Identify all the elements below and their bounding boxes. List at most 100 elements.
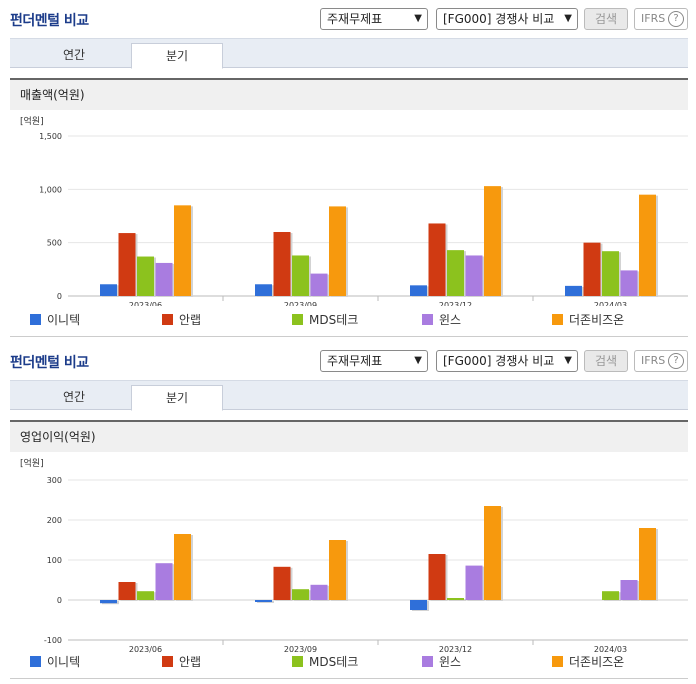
legend-label: 윈스 — [439, 655, 462, 669]
search-button[interactable]: 검색 — [584, 8, 628, 30]
legend-swatch — [422, 656, 433, 667]
bar-ahnlab[interactable] — [273, 232, 291, 296]
bar-douzone[interactable] — [174, 534, 191, 600]
y-tick-label: 500 — [47, 239, 62, 248]
bar-mdstech[interactable] — [447, 598, 464, 600]
legend-swatch — [162, 656, 173, 667]
bar-ahnlab[interactable] — [118, 582, 136, 600]
panel-title: 펀더멘털 비교 — [10, 13, 89, 29]
legend-item-ahnlab[interactable]: 안랩 — [162, 312, 201, 328]
chevron-down-icon: ▼ — [414, 355, 422, 366]
bar-wins[interactable] — [620, 270, 638, 296]
operating-income-bar-chart: [억원] -100 0 100 200 300 2023/06 2023/09 2023/12 2… — [20, 457, 688, 654]
bar-douzone[interactable] — [329, 206, 346, 296]
legend-label: 안랩 — [179, 655, 202, 669]
ifrs-toggle[interactable]: IFRS? — [634, 8, 688, 30]
legend-item-ahnlab[interactable]: 안랩 — [162, 654, 201, 670]
chevron-down-icon: ▼ — [564, 13, 572, 24]
company-select[interactable]: [FG000] 경쟁사 비교 ▼ — [436, 8, 578, 30]
ifrs-toggle[interactable]: IFRS? — [634, 350, 688, 372]
divider — [10, 336, 688, 337]
bar-mdstech[interactable] — [602, 591, 619, 600]
bar-initech[interactable] — [100, 284, 117, 296]
bar-mdstech[interactable] — [447, 250, 464, 296]
legend-item-douzone[interactable]: 더존비즈온 — [552, 312, 624, 328]
y-tick-label: -100 — [44, 636, 62, 645]
legend-swatch — [422, 314, 433, 325]
legend-item-mdstech[interactable]: MDS테크 — [292, 312, 358, 328]
legend-label: 더존비즈온 — [569, 313, 625, 327]
bar-mdstech[interactable] — [602, 251, 619, 296]
legend-item-mdstech[interactable]: MDS테크 — [292, 654, 358, 670]
bar-initech[interactable] — [410, 600, 427, 610]
legend-label: 이니텍 — [47, 313, 81, 327]
bar-mdstech[interactable] — [292, 255, 309, 296]
help-icon[interactable]: ? — [668, 353, 684, 369]
company-select[interactable]: [FG000] 경쟁사 비교 ▼ — [436, 350, 578, 372]
help-icon[interactable]: ? — [668, 11, 684, 27]
bar-mdstech[interactable] — [292, 589, 309, 600]
bar-initech[interactable] — [255, 284, 272, 296]
period-tabs: 연간 분기 — [10, 380, 688, 411]
period-tabs: 연간 분기 — [10, 38, 688, 69]
bar-ahnlab[interactable] — [428, 554, 446, 600]
fundamental-panel-sales: 펀더멘털 비교 주재무제표 ▼ [FG000] 경쟁사 비교 ▼ 검색 IFRS? … — [0, 0, 696, 337]
panel-header: 펀더멘털 비교 주재무제표 ▼ [FG000] 경쟁사 비교 ▼ 검색 IFRS? — [0, 0, 696, 36]
fundamental-panel-operating-income: 펀더멘털 비교 주재무제표 ▼ [FG000] 경쟁사 비교 ▼ 검색 IFRS? … — [0, 342, 696, 684]
bar-wins[interactable] — [155, 262, 173, 296]
panel-title: 펀더멘털 비교 — [10, 355, 89, 371]
statement-select[interactable]: 주재무제표 ▼ — [320, 350, 428, 372]
y-tick-label: 200 — [47, 516, 62, 525]
legend-item-wins[interactable]: 윈스 — [422, 654, 461, 670]
bar-douzone[interactable] — [329, 540, 346, 600]
y-axis-unit-label: [억원] — [20, 115, 44, 127]
bar-douzone[interactable] — [484, 186, 501, 296]
bar-wins[interactable] — [465, 565, 483, 600]
statement-select[interactable]: 주재무제표 ▼ — [320, 8, 428, 30]
bar-wins[interactable] — [155, 563, 173, 600]
bar-mdstech[interactable] — [137, 591, 154, 600]
bar-wins[interactable] — [465, 255, 483, 296]
bar-initech[interactable] — [100, 600, 117, 604]
bar-mdstech[interactable] — [137, 256, 154, 296]
bar-initech[interactable] — [565, 285, 582, 296]
tab-annual[interactable]: 연간 — [62, 390, 86, 404]
legend-label: 안랩 — [179, 313, 202, 327]
chevron-down-icon: ▼ — [414, 13, 422, 24]
legend-label: 이니텍 — [47, 655, 81, 669]
y-tick-label: 300 — [47, 476, 62, 485]
search-button[interactable]: 검색 — [584, 350, 628, 372]
chart-legend: 이니텍 안랩 MDS테크 윈스 더존비즈온 — [30, 654, 670, 670]
bar-wins[interactable] — [310, 273, 328, 296]
y-tick-label: 100 — [47, 556, 62, 565]
bar-ahnlab[interactable] — [273, 566, 291, 600]
bar-ahnlab[interactable] — [118, 233, 136, 296]
legend-swatch — [292, 314, 303, 325]
bar-douzone[interactable] — [639, 194, 656, 296]
bar-initech[interactable] — [410, 285, 427, 296]
bar-initech[interactable] — [255, 600, 272, 602]
bar-wins[interactable] — [310, 584, 328, 600]
legend-label: 윈스 — [439, 313, 462, 327]
bar-douzone[interactable] — [174, 205, 191, 296]
tab-quarterly[interactable]: 분기 — [131, 385, 223, 411]
y-tick-label: 1,500 — [39, 132, 62, 141]
legend-item-initech[interactable]: 이니텍 — [30, 654, 80, 670]
legend-item-douzone[interactable]: 더존비즈온 — [552, 654, 624, 670]
bar-douzone[interactable] — [639, 528, 656, 600]
bar-ahnlab[interactable] — [428, 223, 446, 296]
bar-douzone[interactable] — [484, 506, 501, 600]
legend-item-initech[interactable]: 이니텍 — [30, 312, 80, 328]
legend-label: MDS테크 — [309, 313, 359, 327]
y-axis-unit-label: [억원] — [20, 457, 44, 469]
x-tick-label: 2023/12 — [439, 645, 472, 654]
legend-swatch — [552, 314, 563, 325]
legend-swatch — [30, 656, 41, 667]
legend-swatch — [162, 314, 173, 325]
x-tick-label: 2024/03 — [594, 645, 627, 654]
bar-wins[interactable] — [620, 580, 638, 600]
tab-quarterly[interactable]: 분기 — [131, 43, 223, 69]
legend-item-wins[interactable]: 윈스 — [422, 312, 461, 328]
bar-ahnlab[interactable] — [583, 242, 601, 296]
tab-annual[interactable]: 연간 — [62, 48, 86, 62]
